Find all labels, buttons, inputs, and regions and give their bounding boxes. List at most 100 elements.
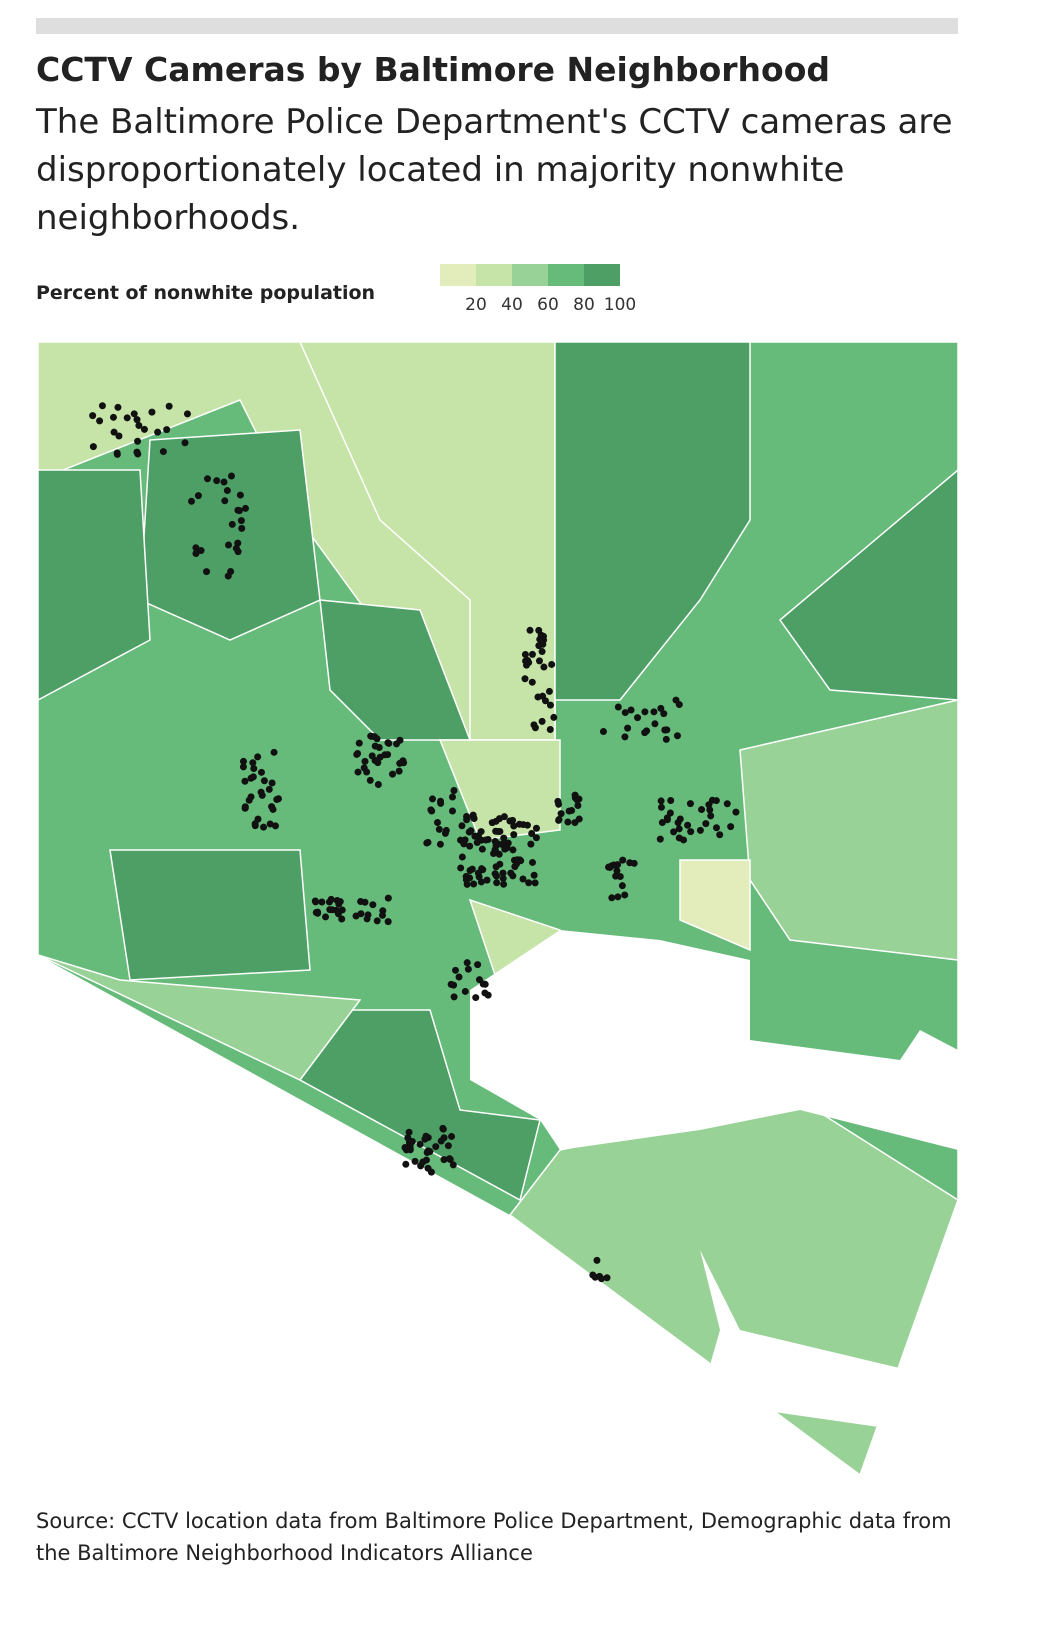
camera-dot bbox=[513, 856, 521, 864]
camera-dot bbox=[353, 750, 361, 758]
camera-dot bbox=[472, 994, 480, 1002]
camera-dot bbox=[534, 693, 542, 701]
camera-dot bbox=[494, 828, 502, 836]
camera-dot bbox=[564, 818, 572, 826]
camera-dot bbox=[550, 713, 558, 721]
camera-dot bbox=[548, 660, 556, 668]
camera-dot bbox=[314, 909, 322, 917]
camera-dot bbox=[723, 800, 731, 808]
camera-dot bbox=[614, 893, 622, 901]
source: Source: CCTV location data from Baltimor… bbox=[36, 1509, 952, 1565]
camera-dot bbox=[192, 544, 200, 552]
camera-dot bbox=[439, 1125, 447, 1133]
camera-dot bbox=[444, 1142, 452, 1150]
camera-dot bbox=[535, 657, 543, 665]
camera-dot bbox=[634, 714, 642, 722]
camera-dot bbox=[366, 776, 374, 784]
camera-dot bbox=[599, 727, 607, 735]
camera-dot bbox=[467, 827, 475, 835]
camera-dot bbox=[364, 911, 372, 919]
camera-dot bbox=[422, 1156, 430, 1164]
camera-dot bbox=[395, 767, 403, 775]
camera-dot bbox=[500, 834, 508, 842]
camera-dot bbox=[371, 733, 379, 741]
camera-dot bbox=[140, 425, 148, 433]
camera-dot bbox=[519, 875, 527, 883]
camera-dot bbox=[529, 858, 537, 866]
camera-dot bbox=[680, 836, 688, 844]
camera-dot bbox=[540, 663, 548, 671]
camera-dot bbox=[557, 810, 565, 818]
camera-dot bbox=[133, 416, 141, 424]
camera-dot bbox=[148, 408, 156, 416]
camera-dot bbox=[667, 797, 675, 805]
camera-dot bbox=[268, 779, 276, 787]
camera-dot bbox=[416, 1140, 424, 1148]
camera-dot bbox=[641, 729, 649, 737]
camera-dot bbox=[666, 809, 674, 817]
camera-dot bbox=[257, 768, 265, 776]
camera-dot bbox=[526, 626, 534, 634]
camera-dot bbox=[192, 549, 200, 557]
camera-dot bbox=[519, 821, 527, 829]
camera-dot bbox=[327, 895, 335, 903]
camera-dot bbox=[271, 822, 279, 830]
camera-dot bbox=[568, 806, 576, 814]
camera-dot bbox=[326, 906, 334, 914]
camera-dot bbox=[555, 800, 563, 808]
camera-dot bbox=[334, 910, 342, 918]
camera-dot bbox=[232, 544, 240, 552]
camera-dot bbox=[597, 1275, 605, 1283]
camera-dot bbox=[448, 807, 456, 815]
camera-dot bbox=[448, 1132, 456, 1140]
camera-dot bbox=[396, 736, 404, 744]
map bbox=[37, 341, 959, 1477]
camera-dot bbox=[466, 874, 474, 882]
camera-dot bbox=[528, 650, 536, 658]
camera-dot bbox=[235, 507, 243, 515]
region bbox=[139, 429, 321, 641]
region bbox=[109, 849, 311, 981]
region bbox=[679, 859, 751, 952]
camera-dot bbox=[464, 965, 472, 973]
camera-dot bbox=[396, 759, 404, 767]
camera-dot bbox=[493, 872, 501, 880]
camera-dot bbox=[702, 820, 710, 828]
camera-dot bbox=[496, 860, 504, 868]
camera-dot bbox=[361, 757, 369, 765]
camera-dot bbox=[114, 403, 122, 411]
camera-dot bbox=[237, 517, 245, 525]
camera-dot bbox=[254, 815, 262, 823]
camera-dot bbox=[385, 739, 393, 747]
camera-dot bbox=[227, 472, 235, 480]
camera-dot bbox=[608, 894, 616, 902]
camera-dot bbox=[381, 751, 389, 759]
camera-dot bbox=[441, 829, 449, 837]
camera-dot bbox=[225, 541, 233, 549]
camera-dot bbox=[525, 879, 533, 887]
camera-dot bbox=[437, 797, 445, 805]
camera-dot bbox=[374, 759, 382, 767]
camera-dot bbox=[163, 426, 171, 434]
camera-dot bbox=[458, 853, 466, 861]
camera-dot bbox=[541, 697, 549, 705]
camera-dot bbox=[352, 912, 360, 920]
camera-dot bbox=[539, 632, 547, 640]
camera-dot bbox=[510, 822, 518, 830]
camera-dot bbox=[357, 898, 365, 906]
camera-dot bbox=[499, 869, 507, 877]
camera-dot bbox=[247, 793, 255, 801]
camera-dot bbox=[159, 448, 167, 456]
camera-dot bbox=[250, 765, 258, 773]
camera-dot bbox=[657, 704, 665, 712]
camera-dot bbox=[257, 788, 265, 796]
camera-dot bbox=[618, 882, 626, 890]
camera-dot bbox=[204, 475, 212, 483]
camera-dot bbox=[624, 724, 632, 732]
camera-dot bbox=[481, 980, 489, 988]
camera-dot bbox=[424, 838, 432, 846]
camera-dot bbox=[606, 863, 614, 871]
camera-dot bbox=[197, 547, 205, 555]
camera-dot bbox=[621, 733, 629, 741]
camera-dot bbox=[427, 806, 435, 814]
